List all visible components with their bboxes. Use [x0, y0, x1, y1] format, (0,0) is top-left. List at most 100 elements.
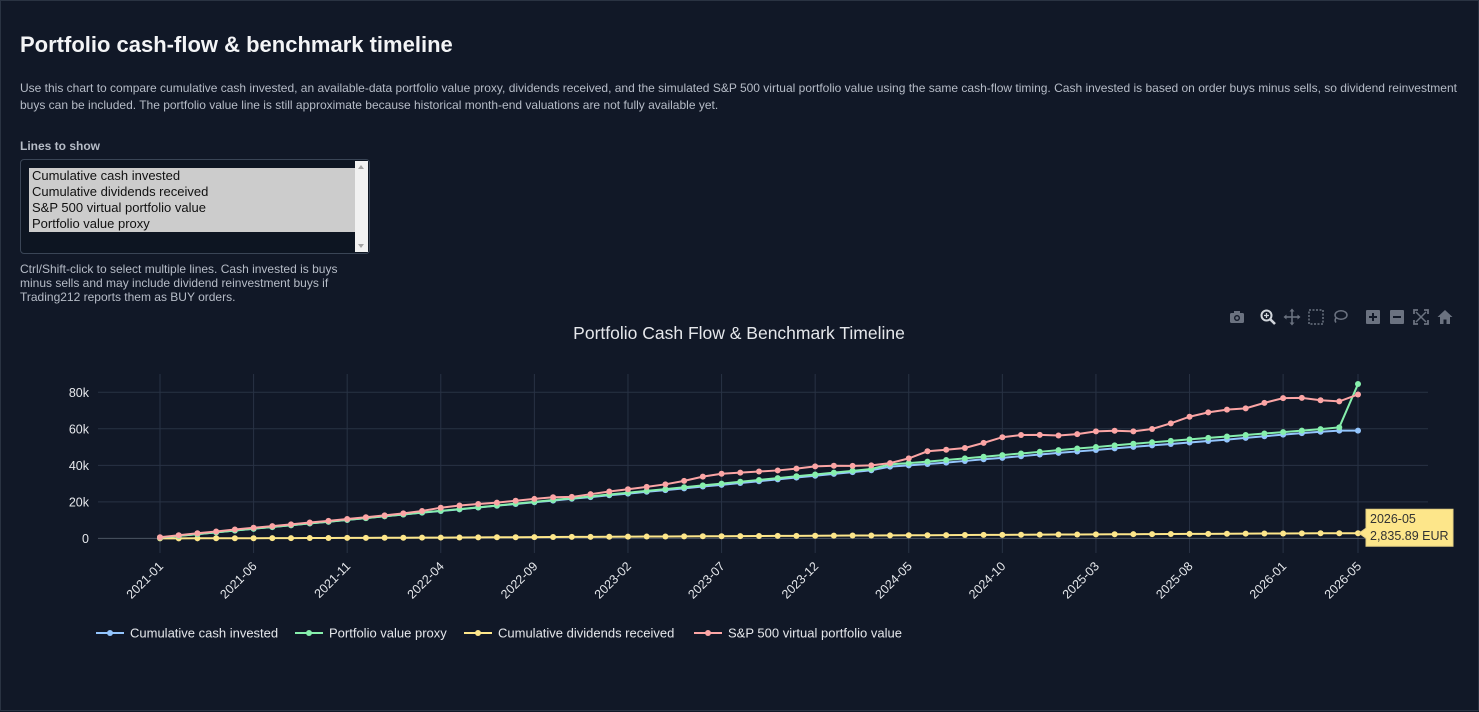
data-point[interactable] — [699, 533, 706, 540]
data-point[interactable] — [531, 495, 538, 502]
data-point[interactable] — [1130, 440, 1137, 447]
data-point[interactable] — [681, 477, 688, 484]
data-point[interactable] — [231, 526, 238, 533]
data-point[interactable] — [362, 534, 369, 541]
data-point[interactable] — [1205, 530, 1212, 537]
data-point[interactable] — [1130, 428, 1137, 435]
data-point[interactable] — [905, 460, 912, 467]
data-point[interactable] — [718, 480, 725, 487]
data-point[interactable] — [1167, 420, 1174, 427]
data-point[interactable] — [943, 446, 950, 453]
data-point[interactable] — [512, 534, 519, 541]
data-point[interactable] — [437, 534, 444, 541]
data-point[interactable] — [456, 534, 463, 541]
data-point[interactable] — [793, 465, 800, 472]
data-point[interactable] — [1149, 531, 1156, 538]
select-scrollbar[interactable] — [355, 161, 368, 252]
data-point[interactable] — [1149, 425, 1156, 432]
data-point[interactable] — [1298, 530, 1305, 537]
data-point[interactable] — [718, 533, 725, 540]
data-point[interactable] — [194, 535, 201, 542]
data-point[interactable] — [980, 531, 987, 538]
data-point[interactable] — [1205, 409, 1212, 416]
data-point[interactable] — [737, 469, 744, 476]
data-point[interactable] — [624, 533, 631, 540]
data-point[interactable] — [1111, 427, 1118, 434]
data-point[interactable] — [381, 512, 388, 519]
zoom-icon[interactable] — [1258, 307, 1278, 327]
data-point[interactable] — [400, 510, 407, 517]
data-point[interactable] — [887, 460, 894, 467]
data-point[interactable] — [1355, 427, 1361, 434]
data-point[interactable] — [812, 532, 819, 539]
box-select-icon[interactable] — [1306, 307, 1326, 327]
data-point[interactable] — [643, 533, 650, 540]
data-point[interactable] — [699, 482, 706, 489]
data-point[interactable] — [1092, 444, 1099, 451]
data-point[interactable] — [793, 473, 800, 480]
data-point[interactable] — [1130, 531, 1137, 538]
data-point[interactable] — [681, 533, 688, 540]
data-point[interactable] — [868, 462, 875, 469]
data-point[interactable] — [194, 530, 201, 537]
data-point[interactable] — [756, 476, 762, 483]
data-point[interactable] — [1336, 530, 1343, 537]
data-point[interactable] — [1036, 448, 1043, 455]
data-point[interactable] — [1298, 394, 1305, 401]
data-point[interactable] — [269, 523, 276, 530]
data-point[interactable] — [531, 534, 538, 541]
data-point[interactable] — [924, 458, 931, 465]
zoom-out-icon[interactable] — [1387, 307, 1407, 327]
data-point[interactable] — [175, 532, 182, 539]
data-point[interactable] — [662, 533, 669, 540]
zoom-in-icon[interactable] — [1363, 307, 1383, 327]
data-point[interactable] — [924, 448, 931, 455]
data-point[interactable] — [1280, 395, 1287, 402]
data-point[interactable] — [157, 534, 163, 541]
data-point[interactable] — [568, 533, 575, 540]
data-point[interactable] — [887, 532, 894, 539]
data-point[interactable] — [849, 532, 856, 539]
option-cumulative-cash-invested[interactable]: Cumulative cash invested — [29, 168, 356, 184]
data-point[interactable] — [306, 519, 313, 526]
data-point[interactable] — [493, 534, 500, 541]
data-point[interactable] — [437, 504, 444, 511]
data-point[interactable] — [306, 535, 313, 542]
series-cumulative-cash-invested[interactable] — [157, 427, 1361, 541]
data-point[interactable] — [1186, 436, 1193, 443]
data-point[interactable] — [830, 469, 837, 476]
option-portfolio-value-proxy[interactable]: Portfolio value proxy — [29, 216, 356, 232]
option-sp500-virtual-portfolio-value[interactable]: S&P 500 virtual portfolio value — [29, 200, 356, 216]
data-point[interactable] — [288, 535, 295, 542]
data-point[interactable] — [419, 534, 426, 541]
data-point[interactable] — [213, 535, 220, 542]
data-point[interactable] — [1167, 531, 1174, 538]
data-point[interactable] — [250, 535, 257, 542]
data-point[interactable] — [737, 478, 744, 485]
data-point[interactable] — [849, 467, 856, 474]
data-point[interactable] — [1261, 399, 1268, 406]
data-point[interactable] — [1242, 432, 1249, 439]
series-line[interactable] — [159, 383, 1359, 539]
data-point[interactable] — [774, 532, 781, 539]
data-point[interactable] — [943, 457, 950, 464]
data-point[interactable] — [718, 470, 725, 477]
data-point[interactable] — [1280, 530, 1287, 537]
legend-item[interactable]: Portfolio value proxy — [295, 626, 447, 641]
data-point[interactable] — [456, 502, 463, 509]
data-point[interactable] — [1055, 432, 1062, 439]
data-point[interactable] — [475, 534, 482, 541]
data-point[interactable] — [1186, 530, 1193, 537]
data-point[interactable] — [1055, 531, 1062, 538]
autoscale-icon[interactable] — [1411, 307, 1431, 327]
data-point[interactable] — [1355, 381, 1361, 388]
data-point[interactable] — [381, 534, 388, 541]
data-point[interactable] — [1317, 397, 1324, 404]
data-point[interactable] — [1149, 439, 1156, 446]
data-point[interactable] — [961, 532, 968, 539]
data-point[interactable] — [737, 533, 744, 540]
data-point[interactable] — [1261, 430, 1268, 437]
data-point[interactable] — [905, 455, 912, 462]
select-options-list[interactable]: Cumulative cash invested Cumulative divi… — [29, 168, 356, 232]
data-point[interactable] — [512, 497, 519, 504]
